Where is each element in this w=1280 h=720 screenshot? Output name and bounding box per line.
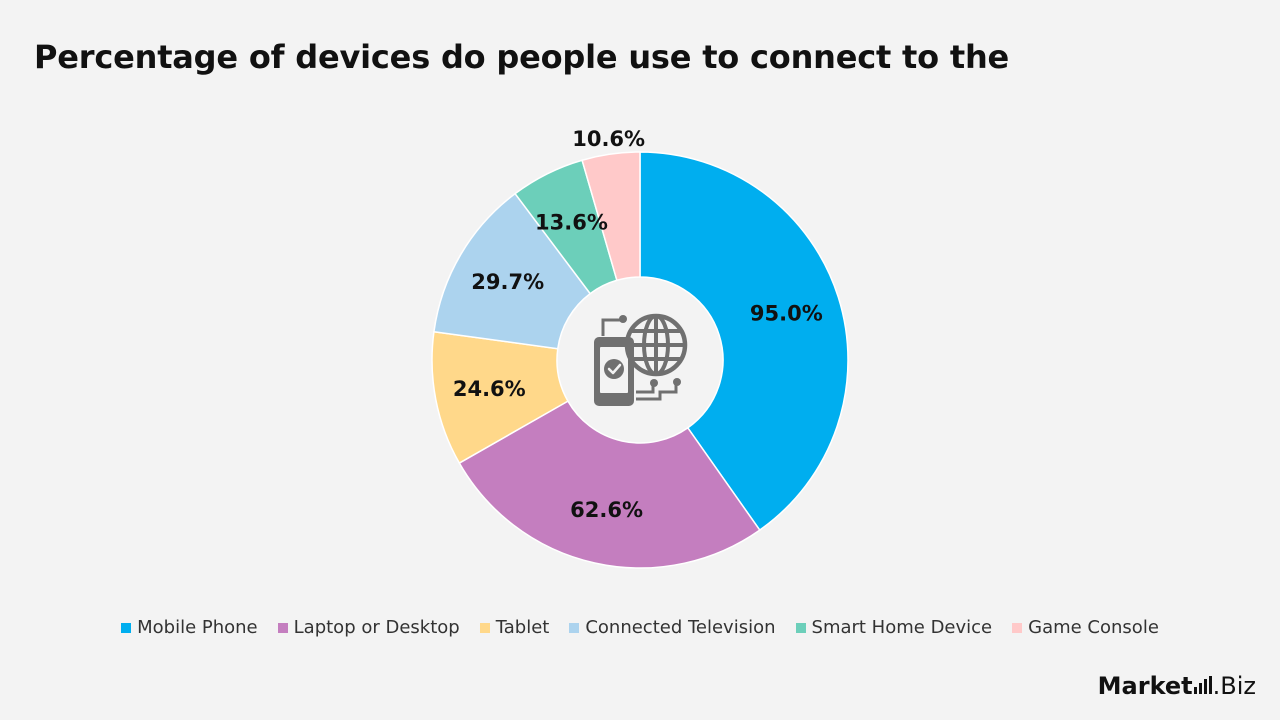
chart-title: Percentage of devices do people use to c…	[34, 38, 1010, 76]
legend-label: Smart Home Device	[811, 617, 993, 638]
legend-label: Tablet	[495, 617, 550, 638]
slice-label: 24.6%	[453, 377, 526, 401]
legend-item: Game Console	[1012, 617, 1159, 638]
legend-swatch	[277, 622, 288, 633]
legend-swatch	[569, 622, 580, 633]
brand-bars-icon	[1193, 676, 1212, 694]
legend-item: Connected Television	[569, 617, 776, 638]
brand-logo-suffix: .Biz	[1212, 672, 1256, 700]
slice-label: 95.0%	[750, 302, 823, 326]
phone-globe-connection-icon	[594, 313, 688, 406]
legend-swatch	[121, 622, 132, 633]
slice-laptop-or-desktop	[458, 400, 761, 569]
legend-label: Mobile Phone	[137, 617, 258, 638]
slice-label: 10.6%	[572, 127, 645, 151]
legend-swatch	[1012, 622, 1023, 633]
slice-label: 13.6%	[535, 211, 608, 235]
brand-logo-main: Market	[1097, 672, 1193, 700]
slice-labels-group: 95.0% 62.6% 24.6% 29.7% 13.6% 10.6%	[453, 127, 823, 522]
slice-game-console	[581, 151, 641, 282]
legend-item: Tablet	[479, 617, 550, 638]
slice-label: 29.7%	[471, 270, 544, 294]
legend-swatch	[479, 622, 490, 633]
slices-group	[431, 151, 849, 569]
legend-item: Laptop or Desktop	[277, 617, 460, 638]
slice-label: 62.6%	[570, 498, 643, 522]
legend-label: Game Console	[1028, 617, 1159, 638]
legend-label: Laptop or Desktop	[293, 617, 460, 638]
slice-connected-television	[433, 192, 592, 350]
legend-item: Smart Home Device	[795, 617, 993, 638]
legend-item: Mobile Phone	[121, 617, 258, 638]
slice-mobile-phone	[639, 151, 849, 532]
legend-swatch	[795, 622, 806, 633]
legend-label: Connected Television	[585, 617, 776, 638]
brand-logo: Market .Biz	[1098, 672, 1256, 700]
legend: Mobile Phone Laptop or Desktop Tablet Conne…	[0, 617, 1280, 638]
